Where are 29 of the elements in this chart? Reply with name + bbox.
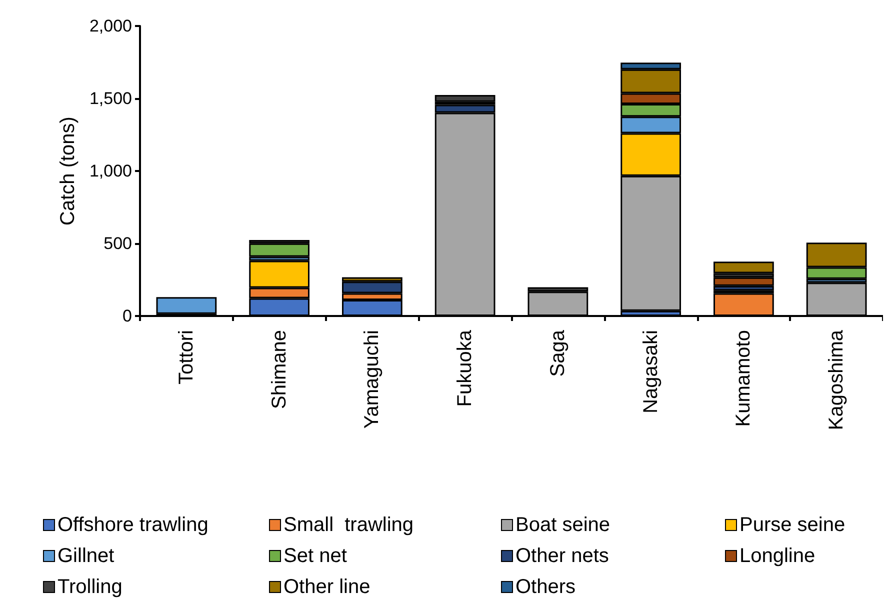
legend-label: Boat seine xyxy=(516,514,610,536)
legend-label: Other nets xyxy=(516,545,609,567)
x-tick-label: Yamaguchi xyxy=(361,330,384,429)
legend-label: Set net xyxy=(284,545,348,567)
bar xyxy=(434,95,496,102)
y-tick-label: 0 xyxy=(122,306,132,326)
legend-label: Trolling xyxy=(58,576,122,598)
x-tick-label: Nagasaki xyxy=(640,330,662,414)
y-axis-title: Catch (tons) xyxy=(57,116,79,226)
bar xyxy=(714,262,774,274)
legend-label: Other line xyxy=(284,576,370,598)
x-tick-label: Tottori xyxy=(175,330,198,384)
legend-label: Others xyxy=(516,576,576,598)
legend-label: Longline xyxy=(740,545,816,567)
x-tick-label: Shimane xyxy=(268,330,290,409)
legend-label: Gillnet xyxy=(58,545,115,567)
y-tick-label: 1,000 xyxy=(89,162,132,180)
y-tick-label: 500 xyxy=(104,234,132,253)
legend-label: Offshore trawling xyxy=(58,514,208,536)
x-tick-label: Fukuoka xyxy=(454,329,476,407)
legend-label: Purse seine xyxy=(740,514,846,536)
x-tick-label: Kagoshima xyxy=(826,329,848,430)
bar xyxy=(249,243,310,257)
y-tick-label: 2,000 xyxy=(89,16,132,36)
x-tick-label: Kumamoto xyxy=(732,330,755,427)
legend-label: Small trawling xyxy=(284,514,414,536)
bar xyxy=(156,297,217,314)
y-tick-label: 1,500 xyxy=(89,89,132,108)
x-tick-label: Saga xyxy=(546,329,569,377)
